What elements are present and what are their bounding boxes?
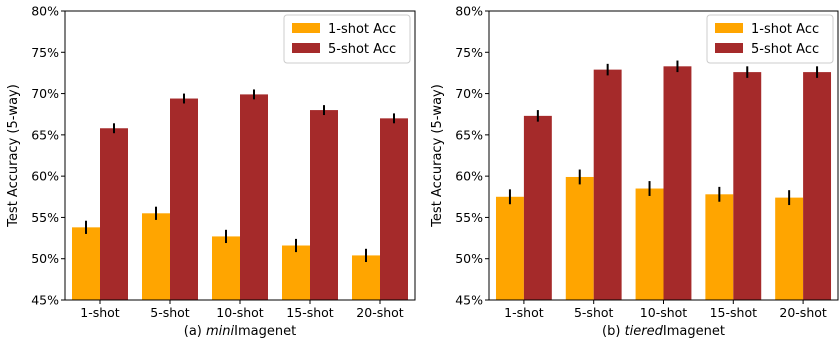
y-tick-label: 60%: [31, 169, 59, 184]
y-tick-label: 80%: [455, 4, 483, 19]
y-tick-label: 45%: [455, 293, 483, 308]
y-tick-label: 50%: [455, 251, 483, 266]
y-tick-label: 45%: [31, 293, 59, 308]
legend-label: 5-shot Acc: [328, 42, 396, 57]
y-tick-label: 70%: [455, 86, 483, 101]
bar-5shot-2: [170, 98, 198, 300]
y-axis-label: Test Accuracy (5-way): [430, 84, 445, 228]
bar-1shot-2: [142, 213, 170, 300]
x-tick-label: 20-shot: [779, 305, 826, 320]
bar-5shot-1: [523, 115, 552, 300]
y-tick-label: 80%: [31, 4, 59, 19]
x-tick-label: 15-shot: [286, 305, 333, 320]
bar-1shot-4: [705, 194, 734, 300]
y-tick-label: 60%: [455, 169, 483, 184]
y-tick-label: 50%: [31, 251, 59, 266]
y-tick-label: 65%: [31, 127, 59, 142]
y-tick-label: 75%: [31, 45, 59, 60]
legend-swatch: [715, 43, 743, 53]
y-axis-label: Test Accuracy (5-way): [6, 84, 21, 228]
bar-5shot-4: [733, 72, 762, 300]
bar-5shot-3: [663, 66, 692, 300]
x-tick-label: 10-shot: [216, 305, 263, 320]
legend-swatch: [292, 43, 320, 53]
x-tick-label: 15-shot: [710, 305, 757, 320]
bar-1shot-1: [72, 227, 100, 300]
y-tick-label: 70%: [31, 86, 59, 101]
y-tick-label: 55%: [31, 210, 59, 225]
bar-5shot-4: [310, 110, 338, 300]
x-tick-label: 1-shot: [80, 305, 120, 320]
legend-label: 1-shot Acc: [751, 22, 819, 37]
y-tick-label: 75%: [455, 45, 483, 60]
bar-1shot-5: [352, 255, 380, 300]
y-tick-label: 65%: [455, 127, 483, 142]
bar-1shot-3: [212, 236, 240, 300]
bar-1shot-3: [635, 188, 664, 300]
bar-1shot-2: [565, 176, 594, 300]
bar-1shot-5: [775, 197, 804, 300]
x-tick-label: 20-shot: [356, 305, 403, 320]
panel-caption: (b) tieredImagenet: [602, 324, 725, 339]
x-tick-label: 1-shot: [504, 305, 544, 320]
bar-5shot-1: [100, 128, 128, 300]
bar-1shot-4: [282, 245, 310, 300]
bar-5shot-5: [380, 118, 408, 300]
legend-swatch: [292, 23, 320, 33]
chart-panel-1: 45% 50% 55% 60% 65% 70% 75% 80% 1-shot 5-shot 10-s…: [6, 4, 416, 339]
panel-caption: (a) miniImagenet: [184, 324, 296, 339]
legend-label: 5-shot Acc: [751, 42, 819, 57]
bar-5shot-3: [240, 94, 268, 300]
x-tick-label: 5-shot: [574, 305, 614, 320]
bar-5shot-2: [593, 69, 622, 300]
legend-swatch: [715, 23, 743, 33]
x-tick-label: 10-shot: [640, 305, 687, 320]
chart-panel-2: 45% 50% 55% 60% 65% 70% 75% 80% 1-shot 5-shot 10-s…: [430, 4, 839, 339]
legend-label: 1-shot Acc: [328, 22, 396, 37]
bar-5shot-5: [803, 72, 832, 300]
bar-1shot-1: [495, 196, 524, 300]
y-tick-label: 55%: [455, 210, 483, 225]
x-tick-label: 5-shot: [150, 305, 190, 320]
